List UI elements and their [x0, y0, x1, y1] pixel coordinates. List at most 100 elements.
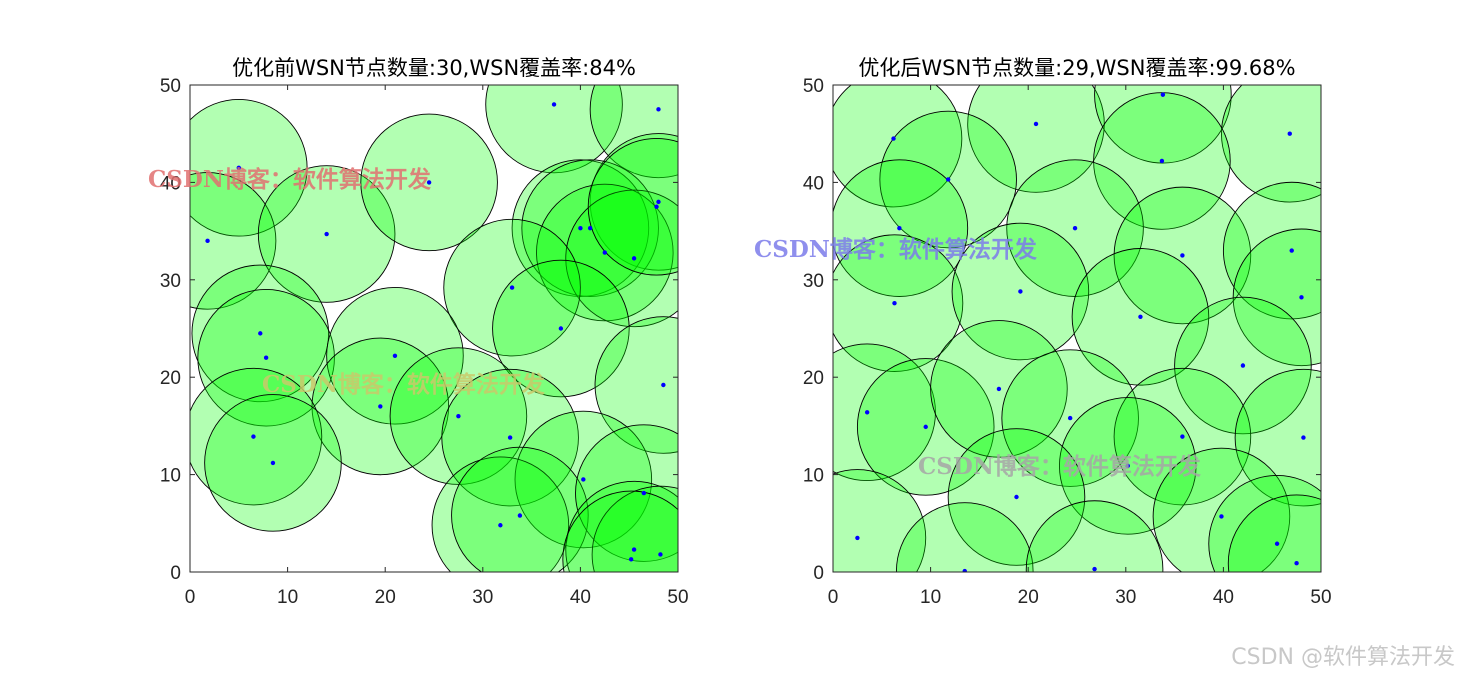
coverage-circle [1232, 228, 1321, 367]
y-tick-label: 10 [160, 466, 181, 487]
y-tick-label: 40 [160, 173, 181, 194]
sensor-node [654, 204, 659, 209]
sensor-node [1180, 434, 1185, 439]
sensor-node [509, 285, 515, 290]
sensor-node [378, 404, 383, 409]
sensor-node [923, 424, 928, 430]
coverage-circle [190, 367, 323, 506]
sensor-node [498, 523, 503, 528]
coverage-area [190, 85, 678, 572]
sensor-node [945, 177, 951, 182]
sensor-node [324, 231, 329, 237]
coverage-circle [575, 424, 678, 562]
sensor-node [1092, 566, 1097, 572]
sensor-node [602, 250, 607, 255]
sensor-node [263, 355, 269, 360]
y-tick-label: 30 [160, 271, 181, 292]
sensor-node [656, 107, 661, 112]
sensor-node [897, 225, 902, 231]
x-tick-label: 30 [472, 587, 493, 608]
coverage-circle [190, 172, 277, 310]
sensor-node [631, 256, 637, 261]
x-tick-label: 20 [375, 587, 396, 608]
coverage-circle [565, 189, 678, 328]
sensor-node [1180, 253, 1185, 258]
sensor-node [251, 434, 256, 439]
x-tick-label: 20 [1018, 587, 1039, 608]
sensor-node [1287, 131, 1292, 136]
coverage-circle [833, 85, 963, 208]
sensor-node [270, 460, 276, 466]
coverage-circle [485, 85, 623, 174]
y-tick-label: 30 [803, 271, 824, 292]
coverage-circle [833, 234, 964, 372]
sensor-node [517, 513, 523, 518]
coverage-circle [1094, 85, 1232, 164]
sensor-node [1072, 225, 1078, 231]
y-tick-label: 20 [803, 368, 824, 389]
sensor-node [426, 180, 432, 185]
coverage-circle [1025, 500, 1164, 572]
x-tick-label: 10 [920, 587, 941, 608]
axes-box [189, 84, 679, 573]
sensor-node [1301, 435, 1306, 440]
watermark-after-1: CSDN博客：软件算法开发 [754, 236, 1037, 263]
coverage-area [833, 85, 1321, 572]
sensor-node [962, 568, 967, 572]
y-tick-label: 50 [803, 76, 824, 97]
sensor-node [1033, 121, 1039, 127]
x-tick-label: 50 [1310, 587, 1331, 608]
sensor-node [205, 238, 210, 244]
coverage-circle [562, 490, 678, 572]
y-tick-label: 50 [160, 76, 181, 97]
coverage-circle [1221, 85, 1321, 203]
coverage-circle [1208, 475, 1321, 572]
sensor-node [392, 353, 398, 358]
sensor-node [641, 490, 647, 496]
x-tick-label: 0 [828, 587, 839, 608]
y-tick-label: 20 [160, 368, 181, 389]
plot-before: 0 10 20 30 40 50 0 10 20 30 40 50 [160, 76, 689, 608]
sensor-node [578, 225, 583, 231]
sensor-node [1294, 561, 1299, 566]
sensor-node [558, 326, 564, 331]
sensor-node [587, 225, 593, 231]
sensor-node [1014, 494, 1019, 500]
coverage-circle [431, 456, 570, 572]
chart-title-before: 优化前WSN节点数量:30,WSN覆盖率:84% [232, 56, 636, 80]
coverage-circle [190, 99, 308, 237]
coverage-circle [833, 343, 936, 482]
watermark-before-1: CSDN博客：软件算法开发 [148, 166, 431, 193]
coverage-circle [833, 469, 927, 572]
sensor-node [236, 165, 241, 170]
x-tick-label: 30 [1115, 587, 1136, 608]
y-tick-label: 0 [170, 563, 181, 584]
coverage-circle [591, 485, 678, 572]
sensor-node [628, 557, 634, 562]
coverage-circle [1222, 181, 1321, 320]
footer-watermark: CSDN @软件算法开发 [1231, 645, 1455, 670]
y-tick-label: 40 [803, 173, 824, 194]
coverage-circle [565, 480, 678, 572]
sensor-node [1067, 415, 1073, 421]
sensor-node [1219, 514, 1224, 519]
coverage-circle [587, 138, 678, 276]
sensor-node [656, 199, 661, 205]
sensor-node [1160, 92, 1166, 97]
sensor-node [855, 535, 860, 541]
sensor-node [661, 382, 666, 388]
watermark-after-2: CSDN博客：软件算法开发 [918, 453, 1201, 480]
y-tick-label: 10 [803, 466, 824, 487]
chart-title-after: 优化后WSN节点数量:29,WSN覆盖率:99.68% [858, 56, 1295, 80]
watermark-before-2: CSDN博客：软件算法开发 [262, 371, 545, 398]
sensor-node [658, 552, 663, 557]
sensor-node [891, 136, 896, 141]
sensor-node [1240, 363, 1246, 368]
sensor-node [892, 300, 897, 306]
sensor-node [1138, 314, 1143, 320]
sensor-node [258, 331, 263, 336]
coverage-circle [1227, 494, 1321, 572]
coverage-circle [1234, 368, 1321, 507]
x-tick-label: 50 [667, 587, 688, 608]
